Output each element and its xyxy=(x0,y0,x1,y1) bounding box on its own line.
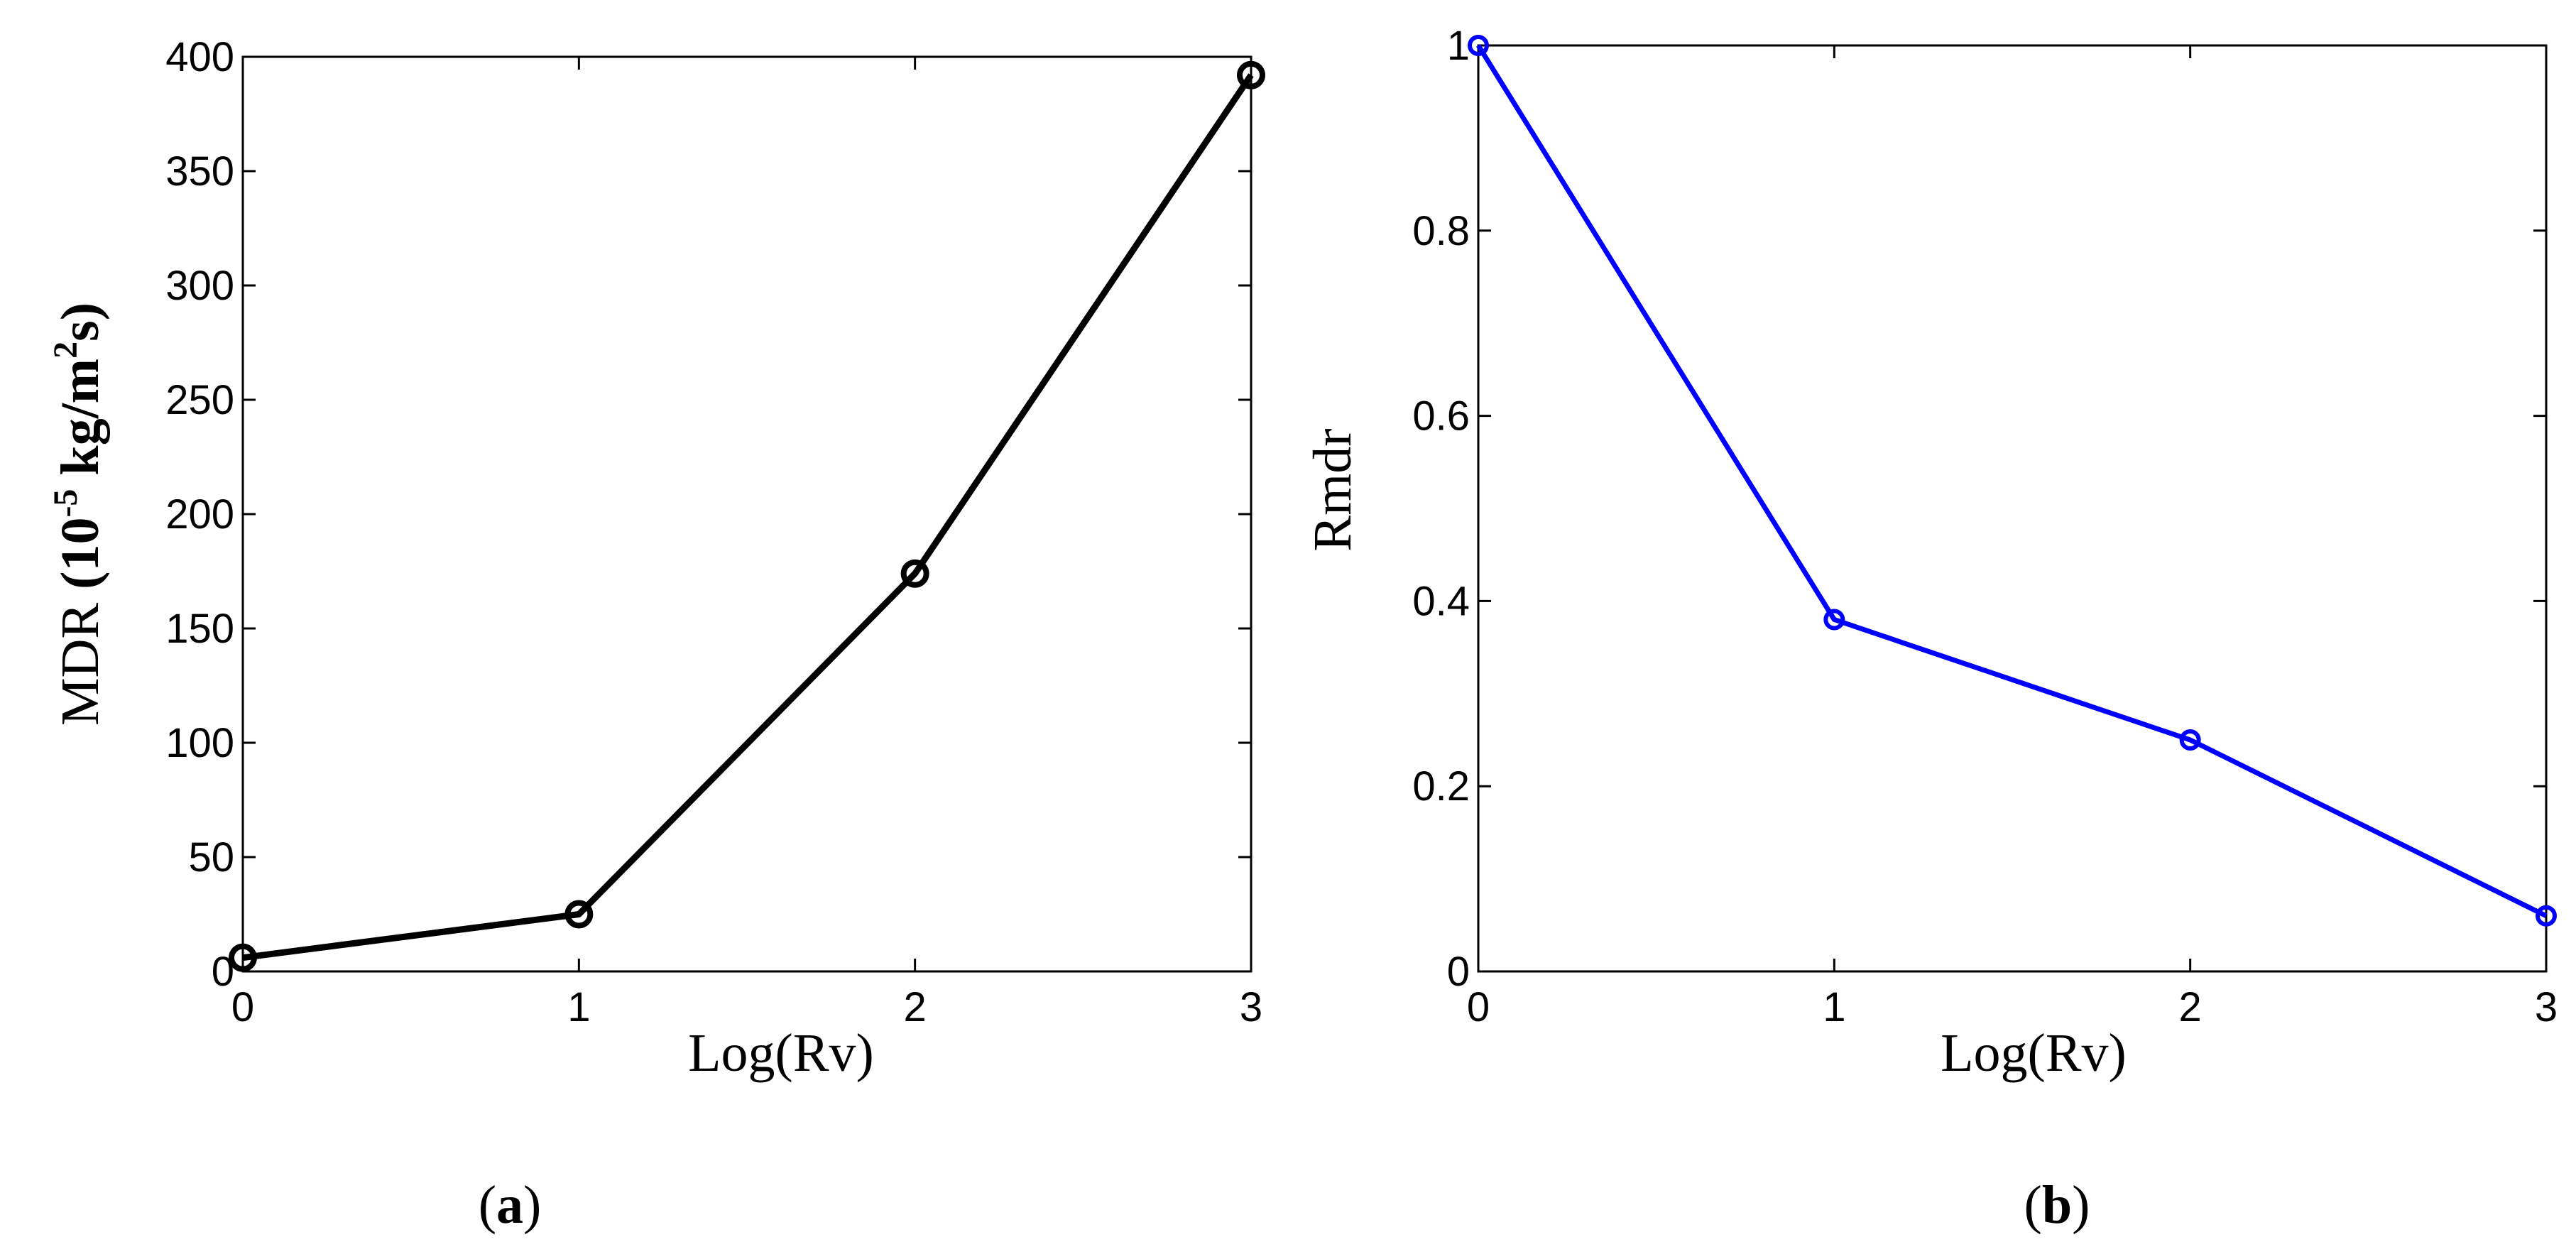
data-point-a-0 xyxy=(229,943,257,972)
x-tick-label-b-1: 1 xyxy=(1823,984,1845,1030)
x-axis-label-a: Log(Rv) xyxy=(688,1023,874,1083)
data-point-b-3 xyxy=(2536,905,2557,927)
y-tick-label-a-6: 300 xyxy=(165,263,234,309)
data-point-a-1 xyxy=(564,900,594,929)
chart-panel-b: 0 1 2 3 0 0.2 0.4 0.6 0.8 1 Log(Rv) Rmdr (b) xyxy=(1303,23,2558,1235)
x-tick-label-a-3: 3 xyxy=(1240,984,1262,1030)
series-line-b-0 xyxy=(1476,44,2548,918)
y-tick-label-a-8: 400 xyxy=(165,34,234,80)
y-axis-label-b: Rmdr xyxy=(1303,428,1363,551)
plot-area-a xyxy=(241,55,1252,973)
data-point-b-0 xyxy=(1468,35,1489,56)
y-tick-label-a-3: 150 xyxy=(165,606,234,652)
y-tick-label-a-1: 50 xyxy=(188,834,234,881)
panel-label-b: (b) xyxy=(2024,1175,2090,1235)
y-tick-label-b-1: 0.2 xyxy=(1412,763,1470,810)
x-tick-label-a-0: 0 xyxy=(231,984,254,1030)
y-tick-label-b-5: 1 xyxy=(1447,23,1470,69)
x-tick-label-a-1: 1 xyxy=(567,984,590,1030)
x-tick-label-a-2: 2 xyxy=(904,984,927,1030)
series-line-b xyxy=(1468,35,2557,927)
y-tick-label-b-4: 0.8 xyxy=(1412,208,1470,254)
ticks-b: 0 1 2 3 0 0.2 0.4 0.6 0.8 1 xyxy=(1412,23,2558,1030)
y-tick-label-a-4: 200 xyxy=(165,491,234,538)
panel-label-a: (a) xyxy=(479,1175,542,1235)
plot-area-b xyxy=(1477,44,2548,973)
x-axis-label-b: Log(Rv) xyxy=(1941,1023,2127,1083)
series-line-a xyxy=(229,60,1265,972)
y-tick-label-a-2: 100 xyxy=(165,720,234,766)
x-tick-label-b-2: 2 xyxy=(2179,984,2202,1030)
y-axis-label-a: MDR (10-5 kg/m2s) xyxy=(47,303,110,726)
y-tick-label-b-2: 0.4 xyxy=(1412,578,1470,624)
series-line-a-0 xyxy=(242,73,1254,961)
y-tick-label-a-7: 350 xyxy=(165,148,234,195)
data-point-b-1 xyxy=(1823,609,1845,631)
data-point-a-2 xyxy=(900,559,929,588)
x-tick-label-b-0: 0 xyxy=(1467,984,1490,1030)
y-tick-label-b-3: 0.6 xyxy=(1412,393,1470,440)
y-tick-label-b-0: 0 xyxy=(1447,949,1470,995)
data-point-b-2 xyxy=(2179,729,2201,751)
x-tick-label-b-3: 3 xyxy=(2535,984,2558,1030)
data-point-a-3 xyxy=(1237,60,1265,89)
y-tick-label-a-5: 250 xyxy=(165,377,234,423)
